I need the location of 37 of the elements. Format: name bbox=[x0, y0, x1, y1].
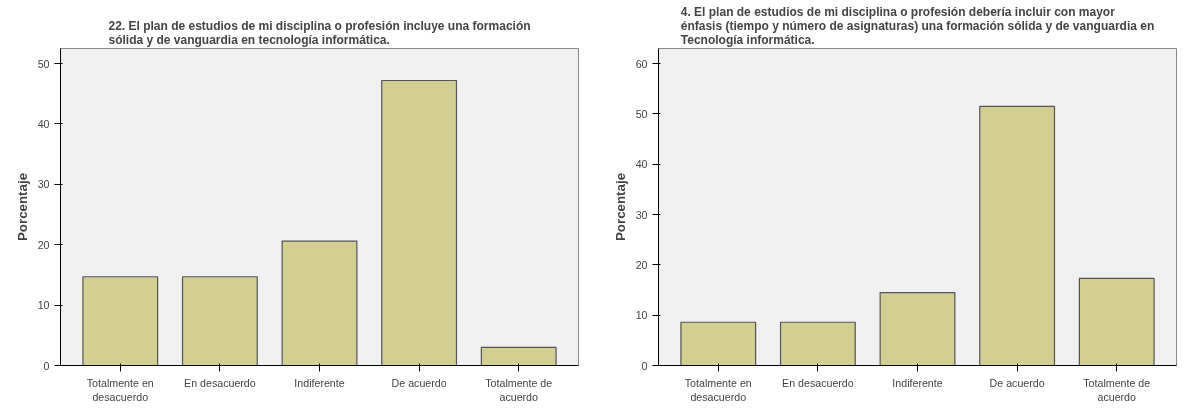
bar bbox=[381, 79, 458, 366]
y-tick-label: 60 bbox=[635, 57, 648, 70]
y-tick-label: 40 bbox=[37, 117, 50, 130]
y-tick-label: 0 bbox=[641, 359, 648, 372]
y-axis-title: Porcentaje bbox=[612, 172, 628, 242]
y-tick-label: 20 bbox=[635, 258, 648, 271]
bar bbox=[680, 321, 757, 366]
x-tick-label: Totalmente de acuerdo bbox=[485, 376, 553, 403]
y-tick-label: 10 bbox=[635, 309, 648, 322]
bar bbox=[281, 240, 358, 366]
x-tick-label: Totalmente en desacuerdo bbox=[684, 376, 752, 403]
chart-title: 22. El plan de estudios de mi disciplina o profesión incluye una formación sólida y de vanguardia en tecnología informática. bbox=[108, 18, 531, 47]
x-tick-label: De acuerdo bbox=[391, 376, 447, 389]
bar bbox=[979, 105, 1056, 366]
y-tick-label: 40 bbox=[635, 158, 648, 171]
y-tick-label: 30 bbox=[635, 208, 648, 221]
bar bbox=[82, 276, 159, 366]
x-tick-label: Totalmente de acuerdo bbox=[1083, 376, 1151, 403]
y-axis-title: Porcentaje bbox=[14, 172, 30, 242]
x-tick-label: De acuerdo bbox=[989, 376, 1045, 389]
bar bbox=[480, 346, 557, 366]
bar bbox=[779, 321, 856, 366]
bar bbox=[181, 276, 258, 366]
y-tick-label: 20 bbox=[37, 238, 50, 251]
x-tick-label: Indiferente bbox=[294, 376, 345, 389]
bar bbox=[879, 291, 956, 366]
y-tick-label: 10 bbox=[37, 299, 50, 312]
y-tick-label: 50 bbox=[37, 57, 50, 70]
y-tick-label: 30 bbox=[37, 178, 50, 191]
x-tick-label: Totalmente en desacuerdo bbox=[86, 376, 154, 403]
y-tick-label: 50 bbox=[635, 107, 648, 120]
x-tick-label: En desacuerdo bbox=[184, 376, 256, 389]
x-tick-label: Indiferente bbox=[892, 376, 943, 389]
bar bbox=[1078, 277, 1155, 366]
y-tick-label: 0 bbox=[43, 359, 50, 372]
chart-title: 4. El plan de estudios de mi disciplina o profesión debería incluir con mayor énfasis (tiempo y número de asignaturas) una formación sólida y de vanguardia en Tecnología informática. bbox=[680, 4, 1155, 47]
x-tick-label: En desacuerdo bbox=[782, 376, 854, 389]
